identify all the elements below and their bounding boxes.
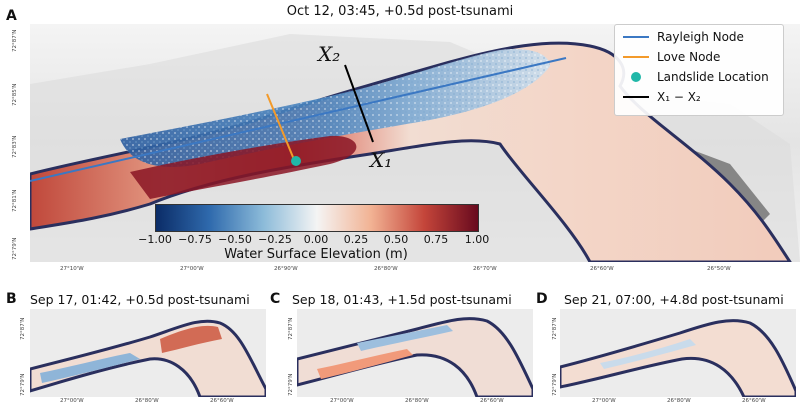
x-tick: 26°80'W	[405, 398, 429, 404]
legend-label: Landslide Location	[657, 70, 769, 84]
panel-d-map	[560, 309, 796, 397]
y-tick: 72°87'N	[288, 317, 294, 340]
panel-b-letter: B	[6, 291, 17, 307]
panel-b-map	[30, 309, 266, 397]
x-tick: 26°80'W	[667, 398, 691, 404]
panel-a-title: Oct 12, 03:45, +0.5d post-tsunami	[286, 4, 514, 19]
colorbar-tick: −0.25	[258, 233, 292, 246]
panel-a-letter: A	[6, 8, 17, 24]
colorbar-tick: 1.00	[464, 233, 490, 246]
panel-d-title: Sep 21, 07:00, +4.8d post-tsunami	[564, 292, 784, 307]
x-tick: 26°60'W	[480, 398, 504, 404]
legend-item-rayleigh: Rayleigh Node	[623, 28, 744, 46]
x-tick: 26°80'W	[374, 266, 398, 272]
y-tick: 72°87'N	[12, 29, 18, 52]
y-tick: 72°79'N	[288, 373, 294, 396]
legend-item-love: Love Node	[623, 48, 720, 66]
x1-label: X₁	[370, 148, 393, 172]
colorbar-tick: 0.50	[383, 233, 409, 246]
panel-c-title: Sep 18, 01:43, +1.5d post-tsunami	[292, 292, 512, 307]
panel-a-legend: Rayleigh Node Love Node Landslide Locati…	[614, 24, 784, 116]
y-tick: 72°85'N	[12, 83, 18, 106]
y-tick: 72°79'N	[20, 373, 26, 396]
x-tick: 27°00'W	[592, 398, 616, 404]
panel-b-title: Sep 17, 01:42, +0.5d post-tsunami	[30, 292, 250, 307]
legend-label: X₁ − X₂	[657, 90, 701, 104]
panel-c-letter: C	[270, 291, 281, 307]
legend-item-section: X₁ − X₂	[623, 88, 701, 106]
y-tick: 72°79'N	[12, 237, 18, 260]
panel-c-map	[297, 309, 533, 397]
colorbar-tick: −0.75	[178, 233, 212, 246]
panel-d-letter: D	[536, 291, 548, 307]
colorbar-tick: −0.50	[218, 233, 252, 246]
x-tick: 26°90'W	[274, 266, 298, 272]
y-tick: 72°87'N	[552, 317, 558, 340]
colorbar-label: Water Surface Elevation (m)	[224, 247, 408, 262]
colorbar	[155, 204, 479, 232]
landslide-dot-icon	[631, 72, 641, 82]
x-tick: 27°00'W	[60, 398, 84, 404]
colorbar-tick: 0.00	[303, 233, 329, 246]
x-tick: 26°70'W	[473, 266, 497, 272]
y-tick: 72°87'N	[20, 317, 26, 340]
x-tick: 27°10'W	[60, 266, 84, 272]
x-tick: 26°60'W	[742, 398, 766, 404]
y-tick: 72°81'N	[12, 189, 18, 212]
legend-label: Rayleigh Node	[657, 30, 744, 44]
y-tick: 72°83'N	[12, 135, 18, 158]
x-tick: 26°80'W	[135, 398, 159, 404]
rayleigh-line-icon	[623, 36, 649, 38]
x-tick: 27°00'W	[180, 266, 204, 272]
x-tick: 26°50'W	[707, 266, 731, 272]
x-tick: 27°00'W	[330, 398, 354, 404]
legend-label: Love Node	[657, 50, 721, 64]
x-tick: 26°60'W	[590, 266, 614, 272]
colorbar-tick: 0.75	[423, 233, 449, 246]
x2-label: X₂	[318, 42, 341, 66]
colorbar-tick: −1.00	[138, 233, 172, 246]
section-line-icon	[623, 96, 649, 98]
x-tick: 26°60'W	[210, 398, 234, 404]
legend-item-landslide: Landslide Location	[623, 68, 769, 86]
colorbar-tick: 0.25	[343, 233, 369, 246]
y-tick: 72°79'N	[552, 373, 558, 396]
love-line-icon	[623, 56, 649, 58]
